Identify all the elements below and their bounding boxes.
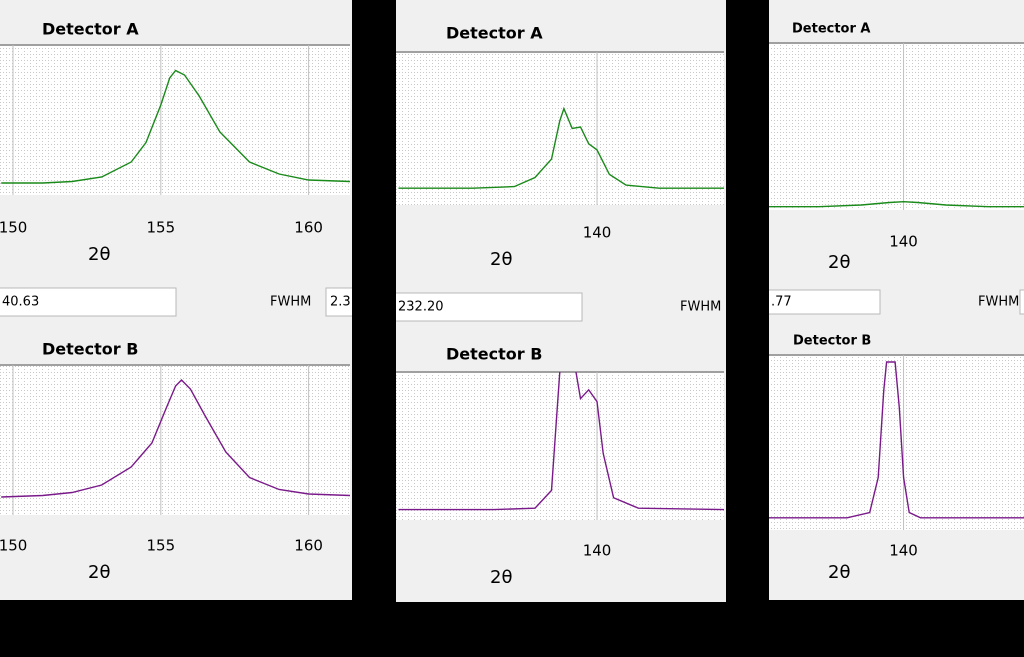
value-text: .77 [771,295,792,310]
x-tick-label: 140 [889,233,918,251]
detector-curve [769,200,1024,208]
plot-title: Detector A [792,22,871,37]
x-tick-label: 150 [0,219,27,237]
plot-grid [0,365,350,515]
x-tick-label: 140 [889,542,918,560]
fwhm-value: 2.3 [330,295,351,310]
detector-curve [1,69,350,184]
panel: Detector A 150 155 160 2θ Detector B 150 155 160… [0,0,352,600]
plot-grid [0,45,350,195]
x-axis-label: 2θ [490,249,512,270]
value-text: 40.63 [2,295,39,310]
value-text: 232.20 [398,300,444,315]
fwhm-label: FWHM [978,295,1019,310]
value-input [396,292,583,322]
x-tick-label: 140 [583,224,612,242]
fwhm-input [1019,289,1024,315]
x-axis-label: 2θ [828,252,850,273]
fwhm-input [325,287,352,317]
value-input [769,289,881,315]
detector-curve [1,379,350,498]
fwhm-label: FWHM [270,295,311,310]
plot-title: Detector A [42,20,139,39]
plot-title: Detector B [42,340,138,359]
x-tick-label: 5 [385,224,395,242]
x-tick-label: 5 [385,542,395,560]
x-axis-label: 2θ [828,562,850,583]
x-axis-label: 2θ [88,562,110,583]
x-tick-label: 150 [0,537,27,555]
plot-grid [396,372,724,520]
panel: Detector A 5 140 2θ Detector B 5 140 2θ 232.20 FW… [385,0,726,602]
plot-grid [769,43,1024,210]
detector-curve [769,361,1024,519]
x-tick-label: 160 [294,219,323,237]
x-tick-label: 155 [146,537,175,555]
fwhm-label: FWHM [680,300,721,315]
x-axis-label: 2θ [88,244,110,265]
value-input [0,287,177,317]
plot-grid [396,52,724,205]
x-tick-label: 155 [146,219,175,237]
detector-curve [398,372,724,511]
plot-title: Detector A [446,24,543,43]
detector-curve [398,106,724,189]
plot-title: Detector B [446,345,542,364]
panel: Detector A 140 2θ Detector B 140 2θ .77 FWHM [769,0,1024,600]
x-tick-label: 140 [583,542,612,560]
x-tick-label: 160 [294,537,323,555]
plot-title: Detector B [793,334,871,349]
x-axis-label: 2θ [490,567,512,588]
